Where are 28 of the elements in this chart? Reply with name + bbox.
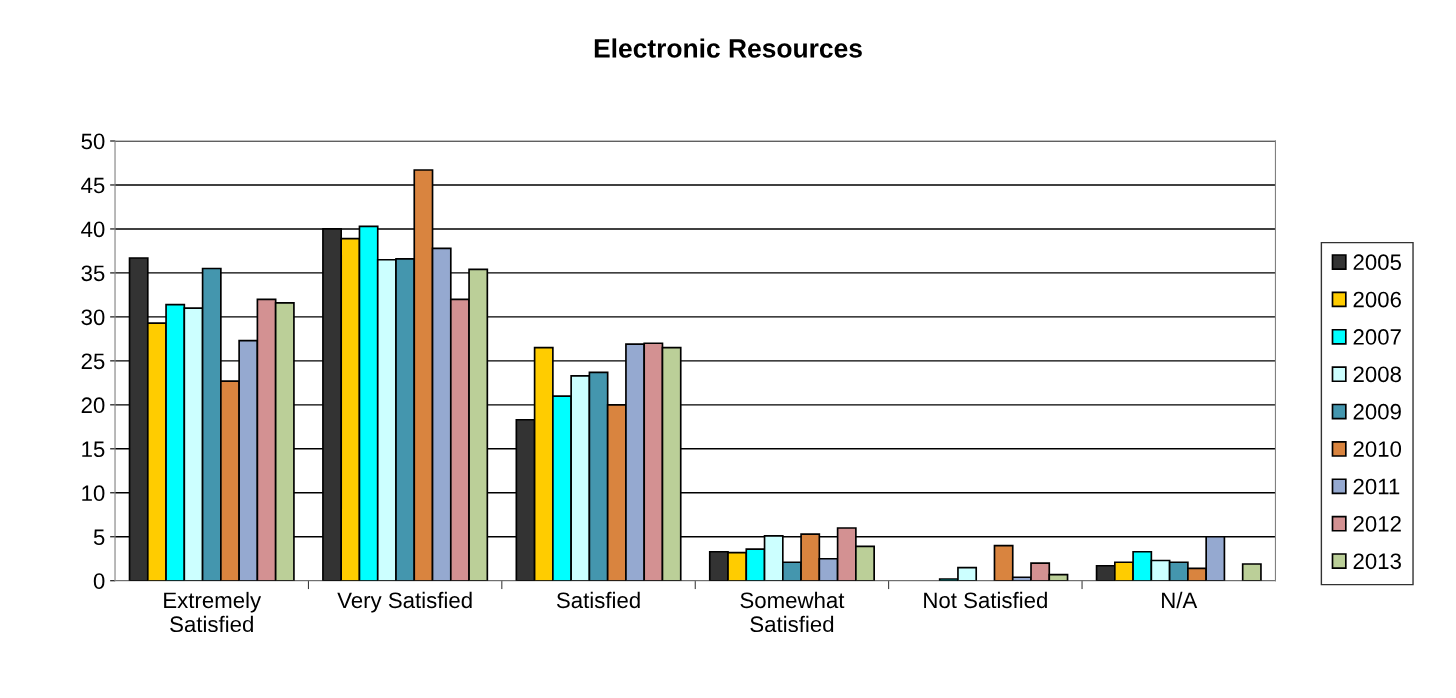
y-tick-label: 15 — [82, 441, 105, 458]
legend-label: 2013 — [1353, 553, 1401, 570]
legend-label: 2008 — [1353, 366, 1401, 383]
legend-label: 2011 — [1353, 478, 1400, 495]
y-tick-label: 10 — [82, 485, 105, 502]
bar — [1241, 563, 1262, 581]
y-tick-label: 0 — [93, 573, 105, 590]
y-tick-label: 35 — [81, 265, 105, 282]
x-tick-label: Not Satisfied — [924, 591, 1047, 609]
legend-label: 2012 — [1353, 516, 1401, 532]
legend-label: 2010 — [1353, 441, 1402, 457]
legend-label: 2007 — [1353, 329, 1401, 345]
y-tick-label: 45 — [81, 177, 105, 194]
y-tick-label: 50 — [81, 133, 105, 150]
legend-label: 2005 — [1353, 254, 1401, 271]
legend-label: 2009 — [1353, 403, 1401, 420]
y-tick-label: 25 — [81, 353, 105, 370]
x-tick-label: N/A — [1162, 591, 1198, 609]
y-tick-label: 5 — [93, 529, 105, 546]
chart-title: Electronic Resources — [594, 38, 862, 58]
legend-label: 2006 — [1353, 291, 1401, 308]
y-tick-label: 30 — [81, 309, 105, 326]
y-tick-label: 20 — [81, 397, 105, 414]
x-tick-label: Very Satisfied — [337, 591, 472, 613]
x-tick-label: Extremely Satisfied — [164, 591, 262, 633]
x-tick-label: Satisfied — [556, 591, 640, 609]
y-tick-label: 40 — [81, 221, 105, 238]
x-tick-label: Somewhat Satisfied — [740, 591, 845, 633]
